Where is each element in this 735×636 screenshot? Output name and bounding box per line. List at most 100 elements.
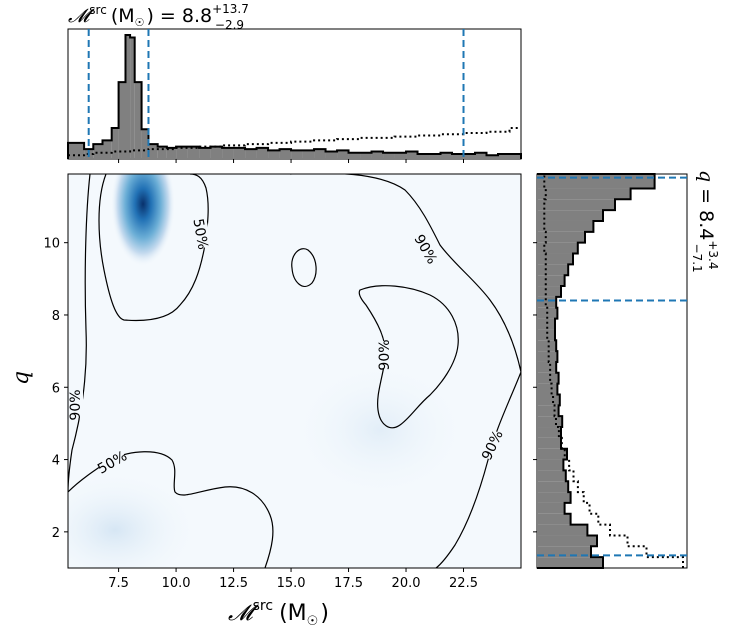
q-hist-bar: [537, 188, 631, 200]
y-axis-label: q: [9, 371, 34, 385]
mc-hist-bar: [210, 146, 223, 159]
mc-hist-bar: [291, 150, 303, 159]
mc-hist-bar: [256, 147, 269, 159]
contour-label-bg: [67, 391, 83, 419]
x-tick-label: 12.5: [219, 576, 248, 591]
q-hist-bar: [537, 459, 564, 471]
mc-hist-bar: [486, 155, 499, 159]
q-hist-bar: [537, 275, 565, 287]
q-hist-bar: [537, 296, 557, 308]
q-marginal-panel: [533, 173, 688, 569]
x-axis-label: 𝓜src (M☉): [228, 598, 329, 629]
q-hist-bar: [537, 242, 578, 254]
q-hist-bar: [537, 351, 558, 362]
y-tick-label: 4: [52, 454, 60, 469]
mc-hist-bar: [498, 154, 510, 159]
mc-hist-bar: [118, 82, 126, 159]
mc-hist-bar: [102, 140, 112, 159]
q-hist-bar: [537, 427, 561, 438]
mc-hist-bar: [279, 149, 292, 159]
y-tick-label: 2: [52, 526, 60, 541]
mc-hist-bar: [429, 154, 441, 159]
contour-label-bg: [95, 448, 129, 476]
top-title: 𝓜src (M☉) = 8.8+13.7 −2.9: [68, 2, 249, 32]
mc-hist-bar: [166, 147, 177, 159]
mc-hist-bar: [245, 149, 257, 159]
q-hist-bar: [537, 492, 571, 503]
x-tick-label: 10.0: [162, 576, 191, 591]
q-hist-bar: [537, 535, 597, 547]
q-hist-bar: [537, 253, 573, 265]
mc-prior-line: [68, 127, 521, 157]
mc-hist-bar: [157, 146, 167, 159]
x-tick-label: 22.5: [449, 576, 478, 591]
mc-hist-bar: [233, 147, 246, 159]
y-tick-label: 8: [52, 309, 60, 324]
q-hist-outline: [537, 173, 656, 569]
q-hist-bar: [537, 524, 588, 536]
mc-hist-bar: [371, 151, 384, 159]
x-tick-label: 7.5: [108, 576, 129, 591]
mc-hist-bar: [406, 151, 418, 159]
q-hist-bar: [537, 502, 565, 514]
mc-hist-bar: [337, 150, 349, 159]
density-peak-blob: [111, 174, 175, 266]
mc-hist-bar: [325, 151, 338, 159]
density-soft-lower: [68, 470, 200, 568]
q-hist-bar: [537, 318, 555, 330]
contour-label: 90%: [377, 339, 393, 370]
q-hist-bar: [537, 231, 585, 243]
mc-hist-bar: [125, 35, 131, 159]
q-hist-bar: [537, 340, 557, 352]
mc-hist-bar: [93, 144, 103, 159]
q-hist-bar: [537, 329, 555, 341]
mc-hist-bar: [187, 146, 200, 159]
q-hist-bar: [537, 546, 591, 558]
density-soft-right: [290, 360, 470, 500]
q-hist-bar: [537, 557, 603, 568]
contour-label-bg: [376, 341, 392, 369]
contour-90-outer: [68, 174, 521, 493]
q-hist-bar: [537, 481, 569, 493]
q-hist-bar: [537, 383, 558, 395]
mc-hist-bar: [176, 146, 188, 159]
mc-hist-bar: [417, 154, 430, 159]
mc-hist-bar: [148, 144, 158, 159]
mc-hist-bar: [475, 152, 487, 159]
q-hist-bar: [537, 405, 559, 417]
contour-label: 50%: [189, 217, 210, 250]
contour-label-bg: [190, 218, 212, 250]
x-tick-label: 15.0: [277, 576, 306, 591]
mc-hist-bar: [348, 152, 361, 159]
q-hist-bar: [537, 264, 569, 276]
mc-hist-bar: [394, 152, 407, 159]
mc-hist-bar: [222, 147, 234, 159]
q-hist-bar: [537, 199, 615, 211]
q-hist-bar: [537, 394, 560, 406]
contour-90-right: [358, 285, 459, 429]
y-tick-label: 10: [43, 237, 60, 252]
contour-90-lower-right: [435, 371, 521, 568]
q-hist-bar: [537, 470, 566, 482]
q-hist-bar: [537, 220, 594, 232]
mc-hist-bar: [68, 142, 85, 159]
contour-50-upper: [98, 174, 209, 322]
mc-hist-bar: [452, 154, 464, 159]
mc-hist-bar: [134, 82, 142, 159]
right-title: q= 8.4+3.4−7.1: [690, 170, 720, 273]
mc-hist-outline: [67, 34, 522, 159]
x-tick-label: 20.0: [392, 576, 421, 591]
q-hist-bar: [537, 286, 561, 297]
mc-hist-bar: [360, 152, 372, 159]
mc-hist-bar: [199, 147, 211, 159]
q-hist-bar: [537, 448, 567, 460]
joint-density-frame: [67, 173, 522, 569]
contour-90-island: [291, 248, 317, 288]
contour-label-bg: [412, 232, 440, 266]
mc-hist-bar: [509, 154, 521, 159]
q-hist-bar: [537, 437, 561, 449]
joint-density-panel: 50%50%90%90%90%90% 7.5 10.0 12.5 15.0 17.5 20…: [43, 173, 522, 591]
q-hist-bar: [537, 372, 559, 384]
x-tick-label: 17.5: [334, 576, 363, 591]
